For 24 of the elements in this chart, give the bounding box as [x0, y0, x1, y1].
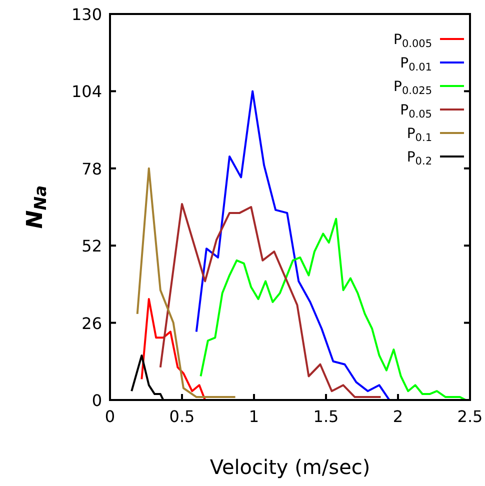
- x-tick-label: 2: [392, 407, 404, 426]
- y-tick-label: 104: [71, 82, 102, 102]
- x-tick-label: 1: [248, 407, 260, 426]
- line-series: [200, 218, 467, 400]
- x-axis-title: Velocity (m/sec): [210, 455, 370, 479]
- legend-label: P$_{0.01}$: [400, 56, 432, 74]
- legend-label: P$_{0.05}$: [400, 102, 432, 120]
- x-tick-label: 0: [104, 407, 116, 426]
- x-tick-label: 2.5: [457, 407, 483, 426]
- legend-label: P$_{0.025}$: [393, 79, 432, 97]
- x-tick-label: 0.5: [169, 407, 195, 426]
- line-series: [159, 203, 382, 398]
- line-series: [195, 90, 390, 400]
- y-tick-label: 26: [82, 314, 102, 333]
- legend-label: P$_{0.1}$: [406, 126, 432, 144]
- legend-label: P$_{0.005}$: [393, 32, 432, 50]
- line-series: [140, 298, 206, 400]
- y-tick-label: 130: [71, 5, 102, 24]
- y-tick-label: 0: [92, 391, 102, 410]
- y-tick-label: 52: [82, 236, 102, 256]
- legend-label: P$_{0.2}$: [406, 150, 432, 168]
- y-tick-label: 78: [82, 159, 102, 178]
- x-tick-label: 1.5: [313, 407, 339, 426]
- line-series: [136, 167, 236, 398]
